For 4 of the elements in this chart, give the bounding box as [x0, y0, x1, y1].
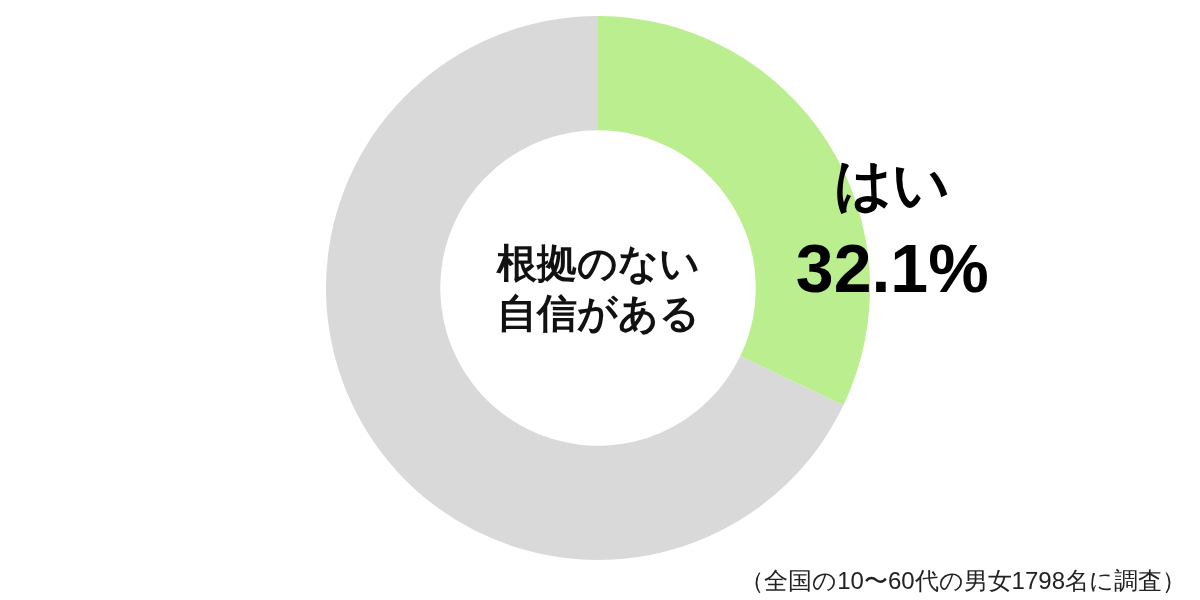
text: （全国の10〜60代の男女1798名に調査）	[740, 567, 1186, 594]
data-label: 32.1%	[795, 229, 989, 306]
text: 根拠のない自信がある	[495, 241, 700, 335]
slice-label: はい	[834, 151, 951, 216]
